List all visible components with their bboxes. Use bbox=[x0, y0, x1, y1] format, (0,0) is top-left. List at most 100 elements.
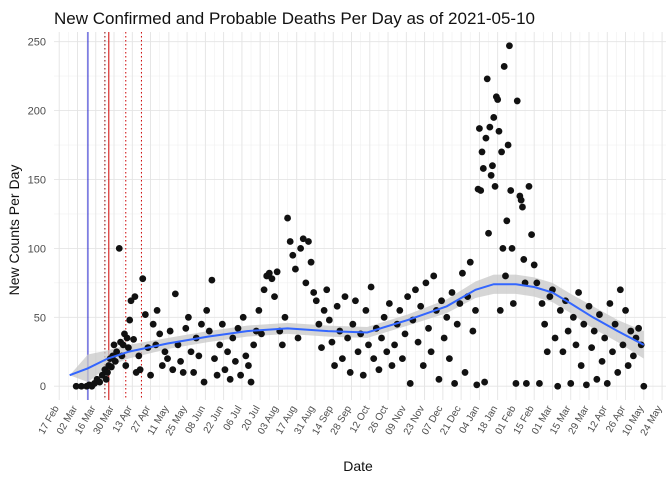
data-point bbox=[153, 307, 161, 314]
data-point bbox=[265, 269, 273, 277]
data-point bbox=[590, 327, 598, 335]
data-point bbox=[149, 320, 157, 328]
data-point bbox=[559, 348, 567, 356]
data-point bbox=[250, 341, 258, 349]
data-point bbox=[475, 125, 483, 132]
data-point bbox=[158, 362, 166, 369]
data-point bbox=[456, 300, 464, 307]
data-point bbox=[104, 369, 111, 376]
data-point bbox=[483, 75, 491, 83]
data-point bbox=[486, 123, 494, 131]
data-point bbox=[606, 300, 614, 307]
data-point bbox=[139, 275, 147, 283]
data-point bbox=[278, 341, 286, 349]
data-point bbox=[341, 293, 349, 301]
data-point bbox=[530, 261, 538, 269]
data-point bbox=[205, 327, 213, 335]
data-point bbox=[113, 348, 121, 356]
data-point bbox=[556, 307, 564, 314]
data-point bbox=[179, 369, 187, 376]
data-point bbox=[506, 42, 513, 50]
data-point bbox=[404, 293, 412, 301]
data-point bbox=[525, 182, 533, 190]
data-point bbox=[216, 341, 224, 349]
data-point bbox=[466, 258, 474, 266]
data-point bbox=[430, 272, 438, 280]
data-point bbox=[102, 375, 110, 383]
data-point bbox=[598, 358, 606, 365]
event-lines bbox=[87, 32, 142, 400]
trend-line bbox=[69, 283, 645, 377]
data-point bbox=[472, 307, 479, 314]
data-point bbox=[538, 300, 546, 307]
data-point bbox=[289, 251, 297, 259]
data-point bbox=[498, 148, 505, 156]
x-axis-label: Date bbox=[343, 458, 373, 474]
data-point bbox=[502, 272, 509, 280]
data-point bbox=[299, 235, 307, 243]
data-point bbox=[635, 324, 642, 332]
data-point bbox=[273, 268, 281, 276]
data-point bbox=[507, 187, 515, 194]
data-point bbox=[115, 244, 123, 252]
y-axis-ticks: 0 50 100 150 200 250 bbox=[28, 37, 46, 394]
data-point bbox=[490, 114, 498, 121]
data-point bbox=[440, 334, 448, 342]
data-point bbox=[208, 276, 216, 284]
data-point bbox=[422, 279, 430, 287]
data-point bbox=[211, 355, 218, 363]
confidence-band bbox=[69, 274, 644, 383]
data-point bbox=[601, 334, 609, 342]
data-point bbox=[461, 369, 469, 376]
data-point bbox=[448, 289, 456, 296]
data-point bbox=[362, 307, 370, 314]
data-point bbox=[242, 352, 250, 360]
data-point bbox=[111, 358, 119, 365]
data-point bbox=[174, 341, 182, 349]
data-point bbox=[255, 307, 263, 314]
data-point bbox=[513, 97, 521, 105]
data-point bbox=[572, 341, 580, 349]
data-point bbox=[551, 334, 559, 342]
data-point bbox=[126, 316, 134, 324]
data-point bbox=[292, 265, 299, 273]
data-point bbox=[479, 165, 487, 172]
data-point bbox=[391, 341, 398, 349]
data-point bbox=[469, 327, 477, 335]
data-point bbox=[512, 380, 520, 387]
data-point bbox=[195, 352, 203, 360]
data-point bbox=[609, 348, 616, 356]
data-point bbox=[344, 334, 352, 342]
data-point bbox=[312, 297, 320, 305]
data-point bbox=[108, 363, 115, 371]
data-point bbox=[593, 375, 601, 383]
data-point bbox=[268, 275, 276, 283]
data-point bbox=[487, 171, 495, 179]
data-point bbox=[370, 355, 378, 363]
data-point bbox=[543, 348, 551, 356]
data-point bbox=[385, 300, 393, 307]
data-point bbox=[260, 286, 268, 294]
data-point bbox=[485, 229, 492, 237]
trend-confidence-band bbox=[69, 274, 644, 383]
data-point bbox=[412, 286, 419, 294]
y-tick-label: 0 bbox=[40, 381, 46, 393]
data-point bbox=[333, 302, 341, 310]
data-point bbox=[406, 380, 414, 387]
data-point bbox=[419, 362, 427, 369]
data-point bbox=[596, 311, 603, 318]
data-point bbox=[328, 338, 336, 346]
data-point bbox=[583, 381, 590, 389]
data-point bbox=[619, 341, 627, 349]
data-point bbox=[533, 279, 541, 287]
data-point bbox=[119, 341, 127, 349]
data-point bbox=[383, 348, 391, 356]
data-point bbox=[234, 324, 242, 332]
data-point bbox=[161, 348, 169, 356]
data-point bbox=[494, 96, 502, 103]
data-point bbox=[536, 380, 543, 387]
y-tick-label: 100 bbox=[28, 243, 46, 255]
data-point bbox=[445, 355, 453, 363]
data-point bbox=[478, 148, 486, 156]
